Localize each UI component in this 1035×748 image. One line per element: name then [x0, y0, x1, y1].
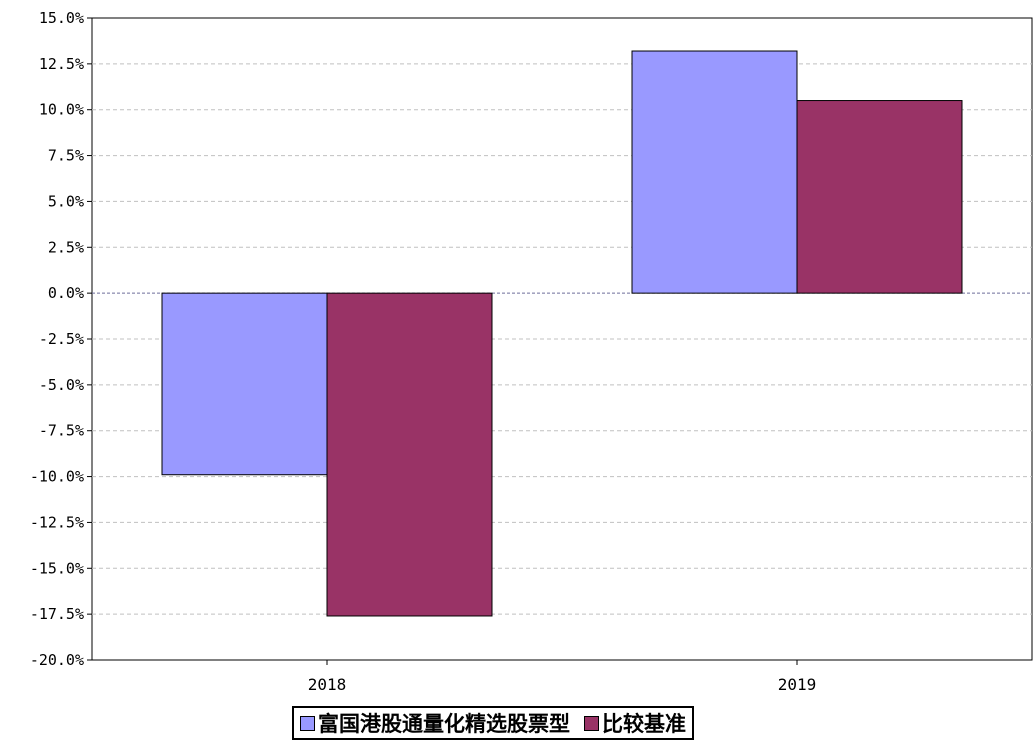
- legend-label-fund: 富国港股通量化精选股票型: [318, 712, 570, 736]
- y-tick-label: 0.0%: [48, 284, 84, 302]
- legend-swatch-fund: [300, 715, 315, 731]
- y-tick-label: -15.0%: [30, 559, 84, 577]
- y-tick-label: -2.5%: [39, 330, 84, 348]
- legend-item-fund: 富国港股通量化精选股票型: [300, 708, 570, 738]
- y-tick-label: 5.0%: [48, 192, 84, 210]
- y-tick-label: -12.5%: [30, 513, 84, 531]
- bar-fund-2019: [631, 50, 798, 294]
- y-tick-label: 7.5%: [48, 147, 84, 165]
- y-tick-label: -20.0%: [30, 651, 84, 669]
- y-tick-label: -17.5%: [30, 605, 84, 623]
- bar-fund-2018: [161, 292, 328, 476]
- bar-benchmark-2018: [326, 292, 493, 617]
- chart-legend: 富国港股通量化精选股票型 比较基准: [292, 706, 694, 740]
- y-tick-label: 15.0%: [39, 9, 84, 27]
- y-tick-label: -10.0%: [30, 468, 84, 486]
- legend-item-benchmark: 比较基准: [584, 708, 686, 738]
- legend-label-benchmark: 比较基准: [602, 712, 686, 736]
- y-tick-label: 12.5%: [39, 55, 84, 73]
- y-tick-label: 2.5%: [48, 238, 84, 256]
- y-tick-label: -5.0%: [39, 376, 84, 394]
- legend-swatch-benchmark: [584, 715, 599, 731]
- x-tick-label: 2018: [308, 675, 347, 694]
- y-tick-label: 10.0%: [39, 101, 84, 119]
- x-tick-label: 2019: [778, 675, 817, 694]
- y-tick-label: -7.5%: [39, 422, 84, 440]
- bar-benchmark-2019: [796, 100, 963, 294]
